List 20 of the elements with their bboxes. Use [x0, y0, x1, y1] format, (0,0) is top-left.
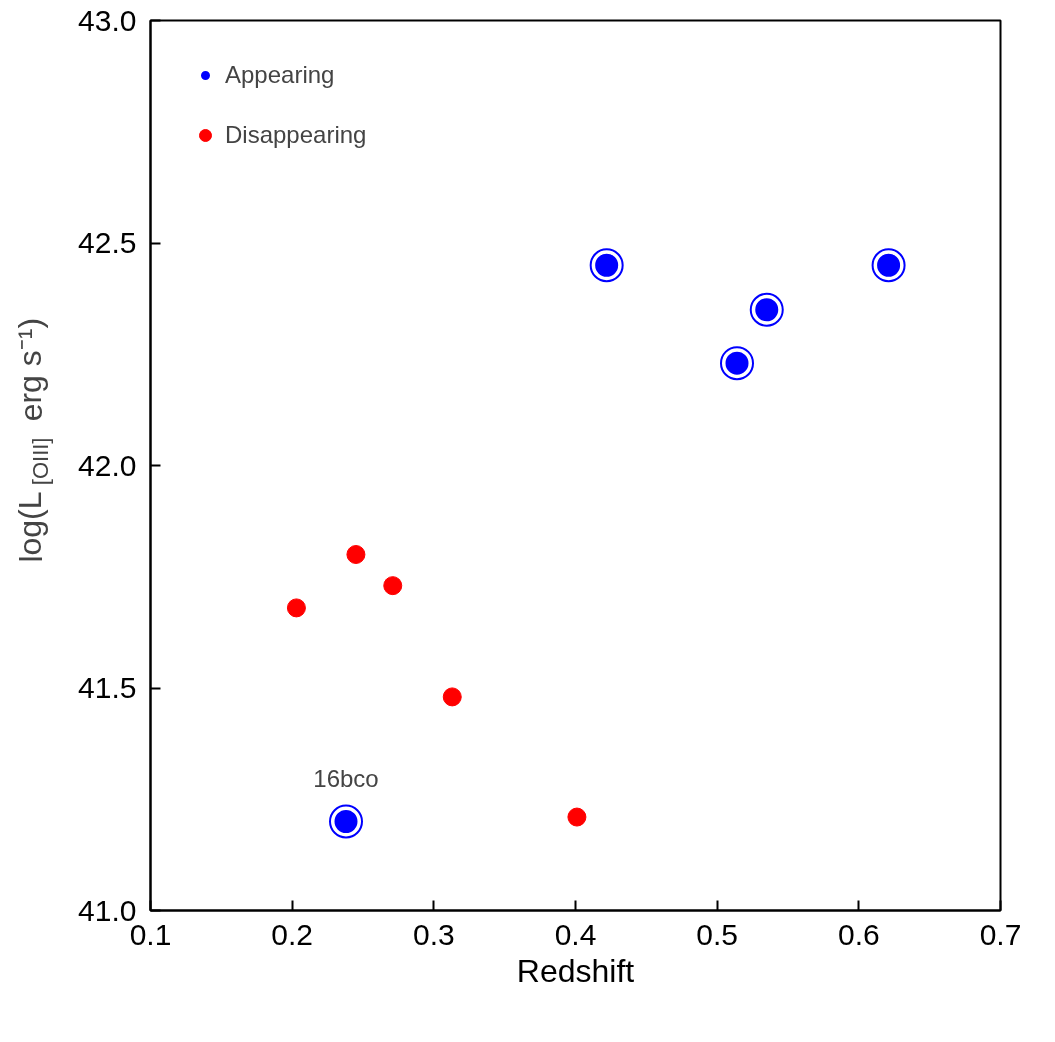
annotation: 16bco — [313, 764, 379, 792]
x-axis-title: Redshift — [516, 952, 635, 989]
point — [286, 598, 306, 618]
x-tick-label: 0.4 — [554, 917, 597, 951]
x-tick-label: 0.7 — [979, 917, 1022, 951]
x-tick-label: 0.2 — [271, 917, 314, 951]
y-tick-label: 41.5 — [78, 671, 137, 704]
x-tick-label: 0.3 — [412, 917, 455, 951]
legend-label: Appearing — [225, 61, 335, 89]
point — [346, 545, 366, 564]
y-tick-label: 42.5 — [78, 226, 137, 259]
y-tick-label: 43.0 — [78, 3, 137, 37]
y-tick-label: 42.0 — [78, 448, 137, 482]
point — [442, 687, 462, 707]
y-axis-title: log(L[OIII] erg s⁻¹) — [12, 317, 53, 563]
point — [383, 576, 403, 596]
x-tick-label: 0.5 — [696, 917, 739, 951]
legend-label: Disappearing — [225, 121, 367, 149]
point — [567, 807, 587, 827]
x-tick-label: 0.6 — [837, 917, 880, 951]
